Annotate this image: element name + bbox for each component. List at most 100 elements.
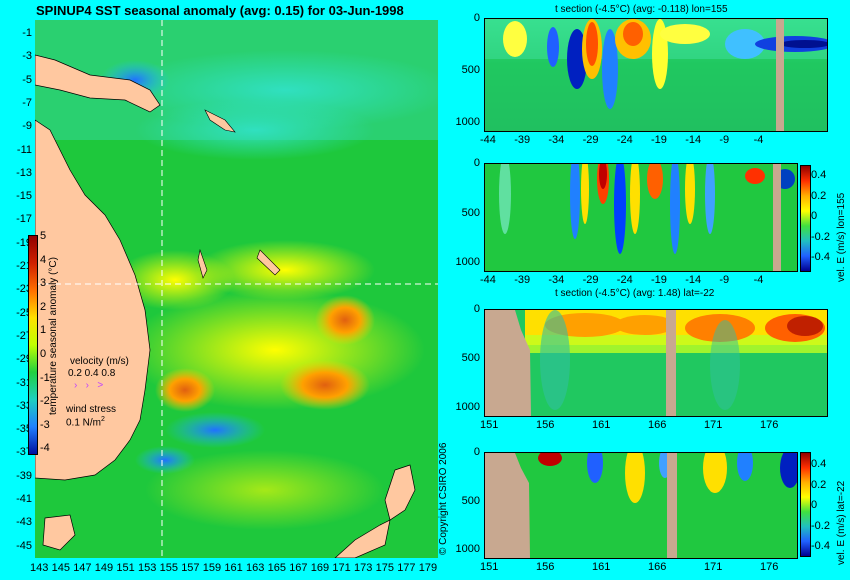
vel-colorbar-tick: -0.2: [811, 230, 830, 243]
lat-axis: -1 -3 -5 -7 -9 -11 -13 -15 -17 -19 -21 -23 -25 -27 -29…: [0, 20, 34, 560]
section-x-tick-label: -4: [753, 134, 764, 146]
depth-tick-label: 0: [473, 446, 480, 458]
velocity-arrows-icon: › › >: [74, 380, 104, 391]
depth-tick-label: 500: [461, 206, 480, 219]
lon-tick-label: 143: [30, 562, 49, 574]
vel-colorbar-tick: 0.4: [811, 169, 827, 181]
section-x-tick-label: 151: [480, 561, 499, 573]
vel-colorbar-tick: 0: [811, 210, 818, 222]
lat-tick-label: -45: [16, 539, 32, 552]
map-title: SPINUP4 SST seasonal anomaly (avg: 0.15)…: [36, 3, 404, 18]
lon-tick-label: 169: [310, 562, 330, 574]
vel-colorbar-tick: 0.2: [811, 189, 827, 202]
colorbar-tick: -4: [40, 442, 50, 455]
vel-colorbar-bottom-label: vel. E (m/s) lat=-22: [836, 480, 847, 565]
lat-tick-label: -5: [22, 73, 32, 86]
section-panel-lat22-vel[interactable]: [484, 452, 798, 559]
section-x-tick-label: -14: [685, 134, 702, 146]
depth-tick-label: 1000: [455, 256, 480, 268]
lon-tick-label: 165: [267, 562, 286, 574]
sst-colorbar-ticks: 5 4 3 2 1 0 -1 -2 -3 -4: [38, 230, 58, 460]
section-x-tick-label: 176: [760, 419, 779, 431]
vel-colorbar-tick: 0.4: [811, 458, 827, 470]
vel-colorbar-top-ticks: 0.4 0.2 0 -0.2 -0.4: [811, 163, 837, 275]
colorbar-tick: 3: [40, 277, 47, 290]
vel-colorbar-tick: -0.2: [811, 519, 830, 532]
section-x-tick-label: 176: [760, 561, 779, 573]
section-x-tick-label: -34: [548, 134, 565, 146]
lon-tick-label: 151: [116, 562, 135, 574]
colorbar-tick: 2: [40, 300, 47, 313]
colorbar-tick: 0: [40, 348, 47, 360]
depth-tick-label: 500: [461, 64, 480, 76]
lat-tick-label: -1: [22, 27, 32, 39]
section-x-tick-label: -19: [651, 274, 667, 286]
section-x-tick-label: -44: [480, 274, 496, 286]
velocity-legend-label: velocity (m/s): [70, 356, 129, 367]
colorbar-label: temperature seasonal anomaly (°C): [48, 257, 59, 415]
depth-tick-label: 500: [461, 494, 480, 507]
lat-tick-label: -41: [16, 493, 32, 505]
section-x-tick-label: 156: [536, 561, 555, 573]
section-x-tick-label: 151: [480, 419, 499, 431]
vel-colorbar-tick: 0.2: [811, 478, 827, 491]
section-x-tick-label: 161: [592, 561, 611, 573]
lat-tick-label: -39: [16, 469, 32, 482]
panel1-title: t section (-4.5°C) (avg: -0.118) lon=155: [555, 4, 728, 15]
lon-tick-label: 179: [418, 562, 438, 574]
vel-colorbar-top-label: vel. E (m/s) lon=155: [836, 192, 847, 282]
section-x-tick-label: -39: [514, 134, 531, 146]
lon-tick-label: 163: [246, 562, 265, 574]
section-panel-lat22-temp[interactable]: [484, 309, 828, 417]
section-x-tick-label: -9: [719, 274, 730, 286]
vel-colorbar-top: [800, 165, 811, 272]
colorbar-tick: 1: [40, 324, 47, 337]
lon-tick-label: 171: [332, 562, 351, 574]
section-x-tick-label: 166: [648, 419, 667, 431]
depth-tick-label: 0: [473, 303, 480, 315]
section-x-tick-label: -4: [753, 274, 764, 286]
section-x-tick-label: -29: [582, 134, 599, 146]
lon-tick-label: 167: [289, 562, 308, 574]
depth-tick-label: 0: [473, 12, 480, 24]
lon-tick-label: 153: [138, 562, 157, 574]
colorbar-tick: -1: [40, 371, 50, 384]
lon-tick-label: 149: [94, 562, 114, 574]
sst-map[interactable]: [35, 20, 438, 558]
section-x-tick-label: -19: [651, 134, 667, 146]
lon-tick-label: 161: [224, 562, 243, 574]
depth-tick-label: 500: [461, 352, 480, 364]
depth-tick-label: 0: [473, 157, 480, 169]
lon-tick-label: 159: [202, 562, 222, 574]
section-x-tick-label: 171: [704, 419, 723, 431]
vel-colorbar-bottom-ticks: 0.4 0.2 0 -0.2 -0.4: [811, 452, 837, 562]
depth-tick-label: 1000: [455, 543, 480, 555]
section-panel-lon155-vel[interactable]: [484, 163, 798, 272]
lon-tick-label: 173: [354, 562, 373, 574]
section-panel-lon155-temp[interactable]: [484, 18, 828, 132]
lon-tick-label: 177: [397, 562, 416, 574]
lat-tick-label: -15: [16, 190, 32, 203]
vel-colorbar-tick: -0.4: [811, 540, 830, 552]
section-x-tick-label: 171: [704, 561, 723, 573]
lat-tick-label: -11: [16, 143, 32, 156]
sst-colorbar: [28, 235, 38, 455]
depth-tick-label: 1000: [455, 116, 480, 128]
lon-tick-label: 175: [375, 562, 394, 574]
wind-legend-value: 0.1 N/m2: [66, 416, 105, 429]
lon-tick-label: 145: [51, 562, 70, 574]
section-x-tick-label: -24: [616, 134, 633, 146]
vel-colorbar-tick: 0: [811, 499, 818, 511]
velocity-legend-scale: 0.2 0.4 0.8: [68, 368, 116, 379]
vel-colorbar-bottom: [800, 452, 811, 557]
section-x-tick-label: -44: [480, 134, 496, 146]
colorbar-tick: 4: [40, 253, 47, 266]
lat-tick-label: -13: [16, 166, 32, 179]
lat-tick-label: -43: [16, 516, 32, 529]
lat-tick-label: -7: [22, 96, 32, 109]
section-x-tick-label: -9: [719, 134, 730, 146]
colorbar-tick: -3: [40, 418, 50, 431]
lon-tick-label: 155: [159, 562, 178, 574]
colorbar-tick: 5: [40, 230, 47, 242]
section-x-tick-label: 166: [648, 561, 667, 573]
